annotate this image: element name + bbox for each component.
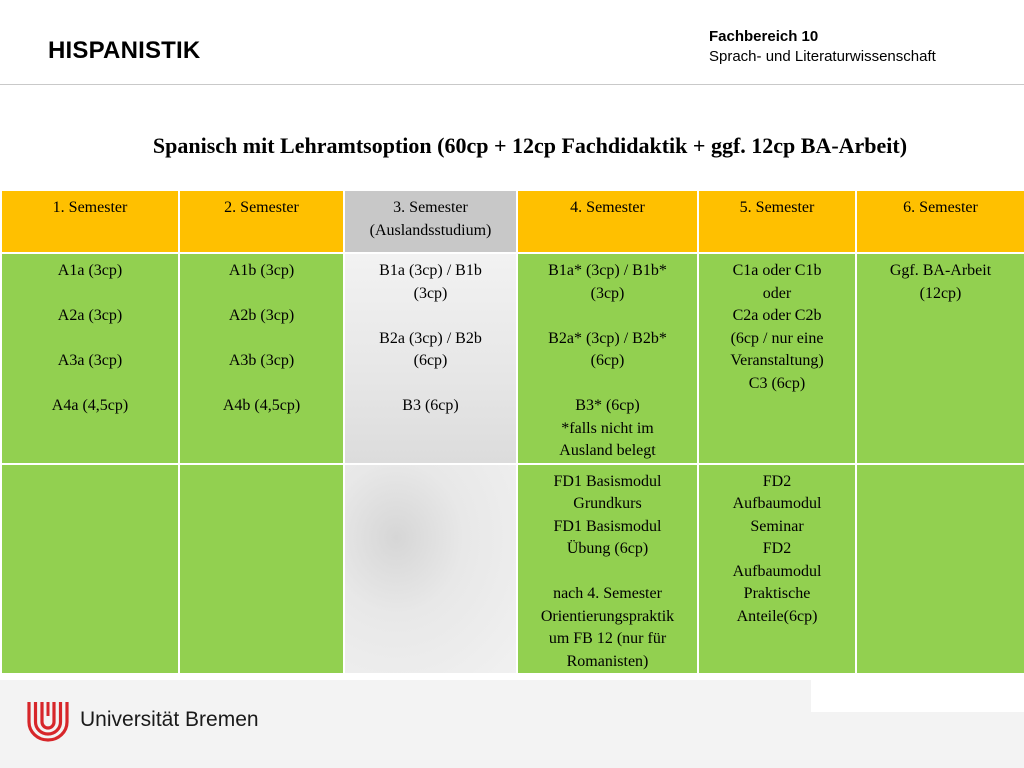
slide-title: Spanisch mit Lehramtsoption (60cp + 12cp… [152, 133, 908, 158]
header-cell: 6. Semester [855, 189, 1024, 254]
header-cell: 5. Semester [697, 189, 857, 254]
header-cell: 4. Semester [516, 189, 699, 254]
header-cell: 2. Semester [178, 189, 345, 254]
table-cell: FD2 Aufbaumodul Seminar FD2 Aufbaumodul … [697, 462, 857, 675]
table-cell: B1a* (3cp) / B1b* (3cp) B2a* (3cp) / B2b… [516, 252, 699, 465]
table-cell: B1a (3cp) / B1b (3cp) B2a (3cp) / B2b (6… [343, 252, 518, 465]
semester-table: 1. Semester 2. Semester 3. Semester (Aus… [0, 189, 1024, 675]
table-cell: Ggf. BA-Arbeit (12cp) [855, 252, 1024, 465]
table-cell: C1a oder C1b oder C2a oder C2b (6cp / nu… [697, 252, 857, 465]
header-divider [0, 84, 1024, 85]
table-cell: A1a (3cp) A2a (3cp) A3a (3cp) A4a (4,5cp… [0, 252, 180, 465]
table-cell [343, 462, 518, 675]
department-label: Fachbereich 10 Sprach- und Literaturwiss… [709, 27, 936, 67]
header-cell: 1. Semester [0, 189, 180, 254]
university-bremen-logo [27, 702, 69, 742]
table-cell [178, 462, 345, 675]
subject-title: HISPANISTIK [48, 37, 201, 64]
table-cell [0, 462, 180, 675]
table-cell: FD1 Basismodul Grundkurs FD1 Basismodul … [516, 462, 699, 675]
table-cell [855, 462, 1024, 675]
table-header-row: 1. Semester 2. Semester 3. Semester (Aus… [0, 189, 1024, 254]
header-cell: 3. Semester (Auslandsstudium) [343, 189, 518, 254]
footer-notch [811, 680, 1024, 712]
university-name: Universität Bremen [80, 708, 259, 731]
table-row: FD1 Basismodul Grundkurs FD1 Basismodul … [0, 462, 1024, 675]
table-cell: A1b (3cp) A2b (3cp) A3b (3cp) A4b (4,5cp… [178, 252, 345, 465]
table-row: A1a (3cp) A2a (3cp) A3a (3cp) A4a (4,5cp… [0, 252, 1024, 465]
department-name: Sprach- und Literaturwissenschaft [709, 48, 936, 65]
department-number: Fachbereich 10 [709, 28, 819, 45]
